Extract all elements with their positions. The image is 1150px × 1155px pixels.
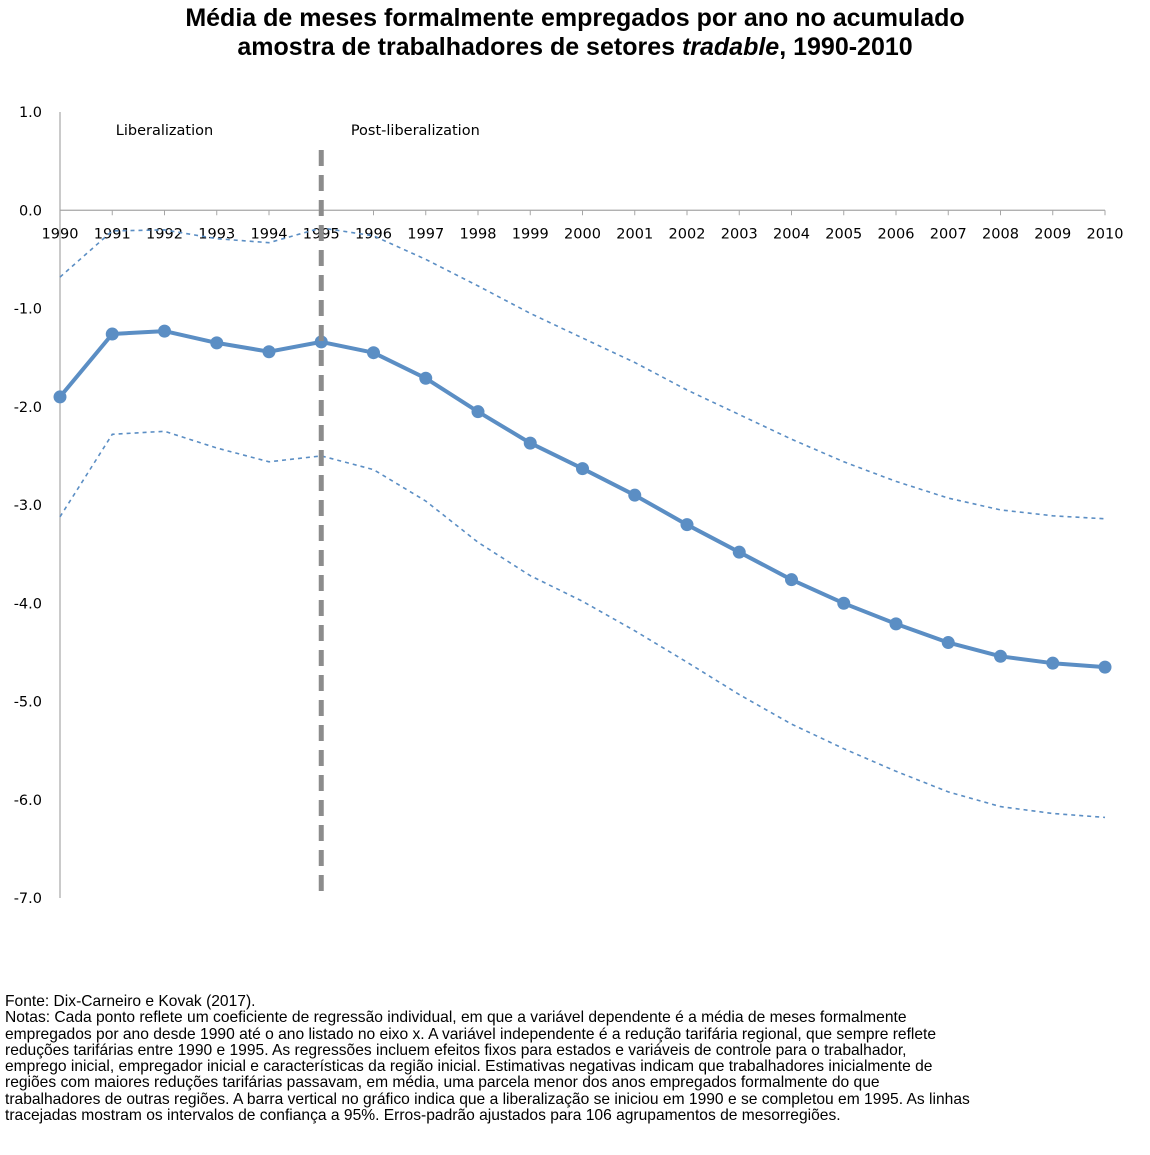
x-tick-label: 1992: [146, 226, 183, 242]
x-tick-label: 2008: [982, 226, 1019, 242]
estimate-point: [523, 436, 537, 450]
x-tick-label: 1998: [460, 226, 497, 242]
x-tick-label: 2007: [930, 226, 967, 242]
estimate-point: [732, 545, 746, 559]
y-tick-label: -3.0: [14, 498, 42, 514]
lower-confidence-line: [59, 430, 1106, 819]
y-tick-label: 0.0: [19, 203, 42, 219]
chart-title-italic-word: tradable: [681, 33, 780, 61]
x-tick-label: 1999: [512, 226, 549, 242]
period-label: Post-liberalization: [351, 123, 480, 139]
y-tick-label: -4.0: [14, 596, 42, 612]
estimate-point: [367, 346, 380, 360]
chart-axes: 1.0 0.0 -1.0 -2.0 -3.0 -4.0 -5.0 -6.0 -7.0 1990 19…: [14, 105, 1124, 907]
estimate-point: [785, 573, 798, 587]
estimate-point: [576, 462, 589, 476]
x-tick-label: 2010: [1087, 226, 1124, 242]
estimate-point: [1046, 656, 1060, 670]
x-tick-label: 2009: [1034, 226, 1071, 242]
x-tick-label: 1993: [198, 226, 235, 242]
chart-title-line-2: amostra de trabalhadores de setores trad…: [0, 33, 1150, 62]
estimate-point: [105, 327, 119, 341]
estimate-point: [628, 488, 642, 502]
estimate-point: [837, 596, 851, 610]
x-tick-label: 1991: [94, 226, 131, 242]
chart-annotations: Liberalization Post-liberalization: [116, 123, 480, 139]
y-tick-label: -5.0: [14, 695, 42, 711]
y-tick-label: -2.0: [14, 400, 42, 416]
estimate-point: [680, 518, 694, 532]
footer-notes-line-7: tracejadas mostram os intervalos de conf…: [5, 1107, 841, 1125]
footer-source: Fonte: Dix-Carneiro e Kovak (2017).: [5, 993, 256, 1010]
x-tick-label: 1996: [355, 226, 392, 242]
estimate-point: [1098, 660, 1112, 674]
estimate-point: [471, 405, 485, 419]
y-tick-label: 1.0: [19, 105, 42, 121]
estimate-point: [314, 335, 328, 349]
x-tick-label: 1994: [251, 226, 288, 242]
upper-confidence-line: [59, 227, 1106, 520]
chart-title-line-1: Média de meses formalmente empregados po…: [185, 4, 965, 32]
estimate-point: [419, 371, 433, 385]
x-tick-label: 2003: [721, 226, 758, 242]
chart-title: Média de meses formalmente empregados po…: [0, 4, 1150, 62]
x-tick-label: 2000: [564, 226, 601, 242]
x-tick-label: 2001: [616, 226, 653, 242]
estimate-point: [889, 617, 903, 631]
y-tick-label: -6.0: [14, 793, 42, 809]
chart-footer: Fonte: Dix-Carneiro e Kovak (2017). Nota…: [5, 993, 1145, 1125]
x-tick-label: 1997: [407, 226, 444, 242]
footer-notes-line-3: reduções tarifárias entre 1990 e 1995. A…: [5, 1041, 907, 1059]
x-tick-label: 2006: [878, 226, 915, 242]
footer-notes-line-1: Notas: Cada ponto reflete um coeficiente…: [5, 1009, 907, 1027]
period-label: Liberalization: [116, 123, 213, 139]
y-tick-label: -7.0: [14, 891, 42, 907]
footer-notes-line-6: trabalhadores de outras regiões. A barra…: [5, 1090, 970, 1108]
footer-notes-line-5: regiões com maiores reduções tarifárias …: [5, 1074, 880, 1092]
x-tick-label: 2005: [825, 226, 862, 242]
x-tick-label: 1990: [42, 226, 79, 242]
x-tick-label: 2002: [669, 226, 706, 242]
estimate-point: [994, 649, 1007, 663]
footer-notes-line-2: empregados por ano desde 1990 até o ano …: [5, 1025, 937, 1043]
chart-series: [53, 227, 1112, 819]
chart-title-line-2-prefix: amostra de trabalhadores de setores: [237, 33, 682, 61]
estimate-point: [53, 390, 67, 404]
estimate-point: [941, 636, 955, 650]
chart-title-line-2-suffix: , 1990-2010: [779, 33, 913, 61]
footer-notes-line-4: emprego inicial, empregador inicial e ca…: [5, 1058, 933, 1076]
y-tick-label: -1.0: [14, 302, 42, 318]
estimate-line: [58, 329, 1106, 670]
estimate-point: [158, 324, 171, 338]
x-tick-label: 2004: [773, 226, 810, 242]
estimate-point: [262, 345, 276, 359]
line-chart: 1.0 0.0 -1.0 -2.0 -3.0 -4.0 -5.0 -6.0 -7.0 1990 19…: [14, 105, 1124, 907]
estimate-point: [210, 336, 224, 350]
